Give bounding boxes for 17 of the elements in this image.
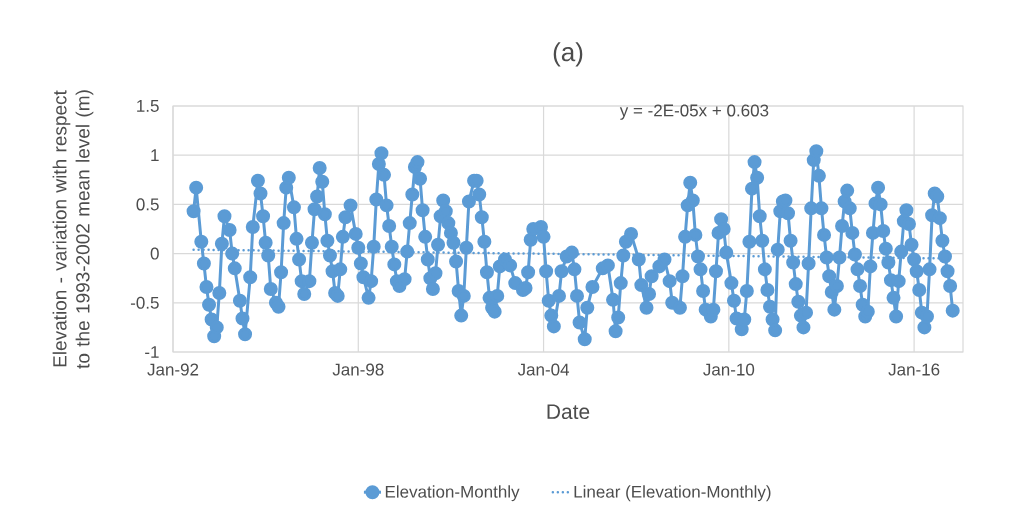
x-tick-label: Jan-16: [888, 363, 940, 376]
annotation: y = -2E-05x + 0.603: [619, 104, 769, 120]
x-tick-label: Jan-92: [147, 363, 199, 376]
x-axis-title: Date: [547, 404, 590, 420]
y-tick-label: 1.5: [137, 100, 159, 112]
chart-title: (a): [553, 42, 583, 67]
x-tick-label: Jan-98: [332, 363, 384, 376]
x-tick-label: Jan-04: [517, 363, 570, 376]
legend-label: Elevation-Monthly: [385, 485, 520, 502]
legend-label: Linear (Elevation-Monthly): [574, 485, 771, 502]
y-axis-title: Elevation - variation with respect to the 1993-2002 mean level (m): [52, 90, 94, 369]
y-tick-label: 0: [150, 247, 159, 260]
x-tick-label: Jan-10: [703, 363, 755, 376]
y-tick-label: -1: [145, 346, 159, 358]
y-tick-label: 0.5: [136, 198, 159, 211]
y-tick-label: 1: [151, 149, 159, 162]
y-tick-label: -0.5: [130, 296, 159, 309]
